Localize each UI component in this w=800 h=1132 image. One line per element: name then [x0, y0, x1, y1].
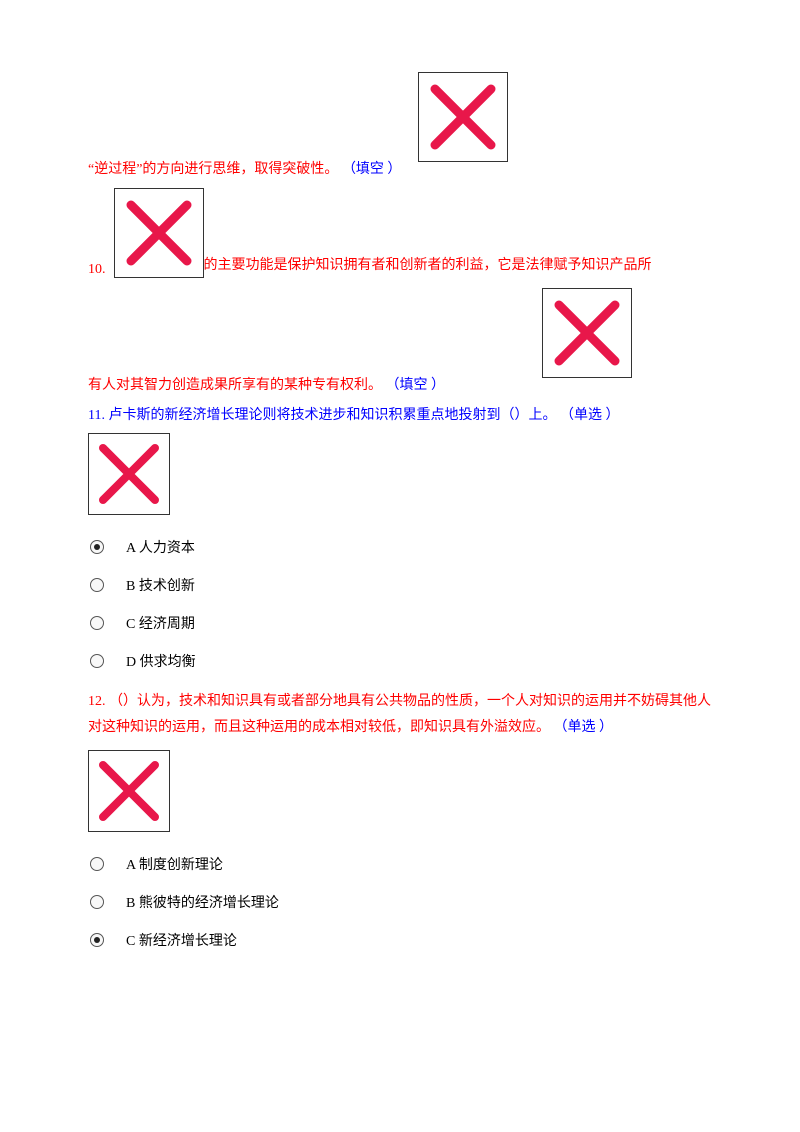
q11-text: 卢卡斯的新经济增长理论则将技术进步和知识积累重点地投射到（）上。	[108, 408, 556, 423]
option-label: D 供求均衡	[126, 651, 196, 671]
q10-text-1: 的主要功能是保护知识拥有者和创新者的利益，它是法律赋予知识产品所	[204, 254, 652, 278]
x-box-icon	[542, 288, 632, 378]
x-box-icon	[114, 188, 204, 278]
x-box-icon	[88, 750, 170, 832]
radio-option[interactable]	[90, 616, 104, 630]
radio-option[interactable]	[90, 540, 104, 554]
option-label: A 人力资本	[126, 537, 195, 557]
q12-type: （单选 ）	[554, 720, 614, 735]
option-label: B 技术创新	[126, 575, 195, 595]
x-box-icon	[418, 72, 508, 162]
radio-option[interactable]	[90, 933, 104, 947]
option-label: B 熊彼特的经济增长理论	[126, 892, 279, 912]
q11-type: （单选 ）	[560, 408, 620, 423]
radio-option[interactable]	[90, 895, 104, 909]
q9-text: “逆过程”的方向进行思维，取得突破性。	[88, 162, 338, 177]
q10-number: 10.	[88, 262, 106, 278]
q9-type: （填空 ）	[342, 162, 402, 177]
q12-number: 12.	[88, 694, 106, 709]
q10-type: （填空 ）	[386, 378, 446, 393]
radio-option[interactable]	[90, 578, 104, 592]
x-box-icon	[88, 433, 170, 515]
radio-option[interactable]	[90, 654, 104, 668]
q10-text-2: 有人对其智力创造成果所享有的某种专有权利。	[88, 378, 382, 393]
q11-number: 11.	[88, 408, 105, 423]
option-label: C 经济周期	[126, 613, 195, 633]
option-label: A 制度创新理论	[126, 854, 223, 874]
q12-text: （）认为，技术和知识具有或者部分地具有公共物品的性质，一个人对知识的运用并不妨碍…	[88, 694, 711, 734]
radio-option[interactable]	[90, 857, 104, 871]
option-label: C 新经济增长理论	[126, 930, 237, 950]
